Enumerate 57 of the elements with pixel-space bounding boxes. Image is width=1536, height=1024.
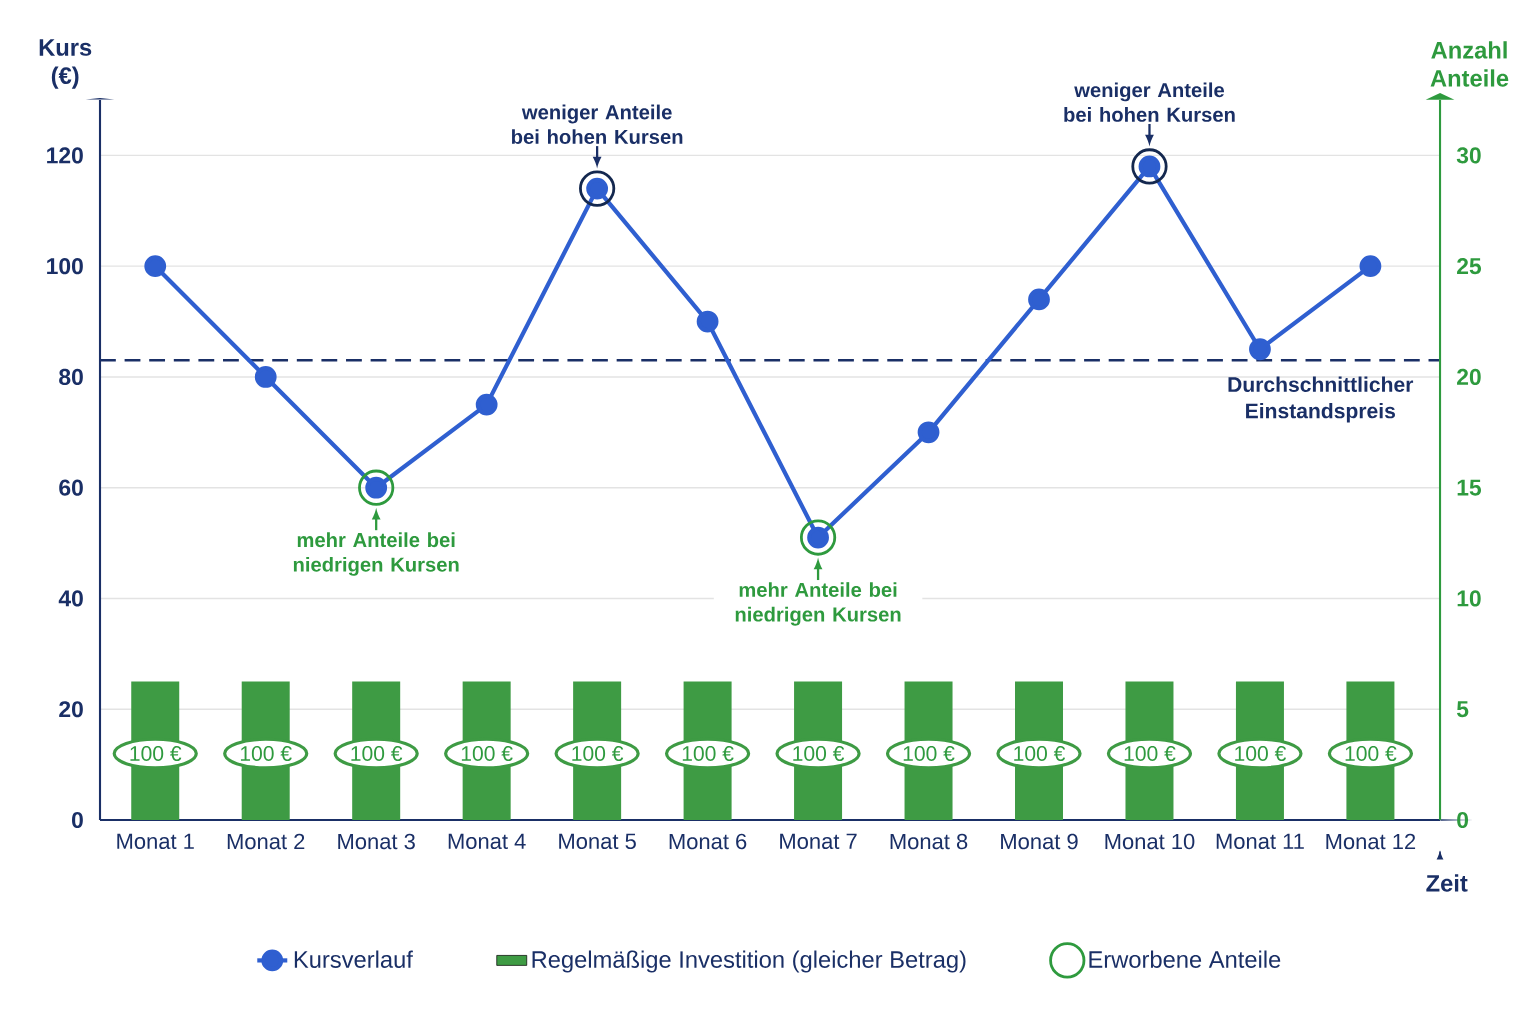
annotation: 100 € xyxy=(1124,746,1176,761)
annotation: 100 € xyxy=(351,746,403,761)
annotation: 100 € xyxy=(1235,746,1287,761)
annotation: 100 € xyxy=(240,746,292,761)
x-tick-label: Monat 2 xyxy=(227,833,305,850)
annotation: 100 € xyxy=(1345,746,1397,761)
y2-tick-label: 5 xyxy=(1456,701,1469,718)
y2-tick-label: 0 xyxy=(1457,811,1469,829)
annotation: 100 € xyxy=(682,746,734,761)
y-tick-label: 20 xyxy=(59,701,83,718)
x-tick-label: Monat 5 xyxy=(559,833,636,850)
x-axis-title: Zeit xyxy=(1426,874,1468,892)
annotation: 100 € xyxy=(572,746,624,761)
x-tick-label: Monat 8 xyxy=(890,833,968,850)
y2-tick-label: 30 xyxy=(1456,147,1481,164)
annotation: 100 € xyxy=(461,746,513,761)
x-tick-label: Monat 4 xyxy=(448,833,526,850)
y-tick-label: 0 xyxy=(72,811,83,829)
x-tick-label: Monat 12 xyxy=(1326,833,1416,850)
point xyxy=(1359,255,1382,278)
x-tick-label: Monat 6 xyxy=(669,833,747,850)
point xyxy=(254,366,277,388)
y2-tick-label: 25 xyxy=(1457,258,1482,275)
legend-label: Regelmäßige Investition (gleicher Betrag) xyxy=(532,950,966,973)
annotation: mehr Anteile bei niedrigen Kursen xyxy=(293,532,459,576)
annotation: 100 € xyxy=(1014,746,1066,761)
y-tick-label: 80 xyxy=(59,368,83,386)
y2-axis-title: Anzahl Anteile xyxy=(1430,41,1509,87)
x-tick-label: Monat 3 xyxy=(338,833,415,850)
annotation: 100 € xyxy=(903,746,955,761)
annotation: weniger Anteile bei hohen Kursen xyxy=(511,104,683,144)
x-tick-label: Monat 10 xyxy=(1105,833,1195,850)
legend-label: Erworbene Anteile xyxy=(1089,950,1281,968)
y-tick-label: 120 xyxy=(47,147,83,164)
y2-tick-label: 15 xyxy=(1457,479,1482,496)
y-axis-title: Kurs (€) xyxy=(39,39,92,89)
ref-line-label: Durchschnittlicher Einstandspreis xyxy=(1228,376,1414,423)
point xyxy=(1028,288,1050,311)
x-tick-label: Monat 9 xyxy=(1001,833,1078,850)
point xyxy=(144,255,167,278)
legend-label: Kursverlauf xyxy=(294,950,413,968)
point xyxy=(1249,338,1271,361)
x-tick-label: Monat 11 xyxy=(1216,833,1304,850)
x-tick-label: Monat 7 xyxy=(780,833,857,850)
annotation: weniger Anteile bei hohen Kursen xyxy=(1064,82,1235,122)
y-tick-label: 40 xyxy=(58,590,83,607)
point xyxy=(917,421,940,444)
annotation: mehr Anteile bei niedrigen Kursen xyxy=(735,582,901,626)
y2-tick-label: 10 xyxy=(1457,590,1481,607)
annotation: 100 € xyxy=(130,746,182,761)
y2-tick-label: 20 xyxy=(1457,368,1481,385)
y-tick-label: 60 xyxy=(59,479,83,496)
y-tick-label: 100 xyxy=(47,258,83,275)
point xyxy=(696,310,719,333)
x-tick-label: Monat 1 xyxy=(117,833,194,850)
point xyxy=(475,393,498,416)
annotation: 100 € xyxy=(793,746,845,761)
